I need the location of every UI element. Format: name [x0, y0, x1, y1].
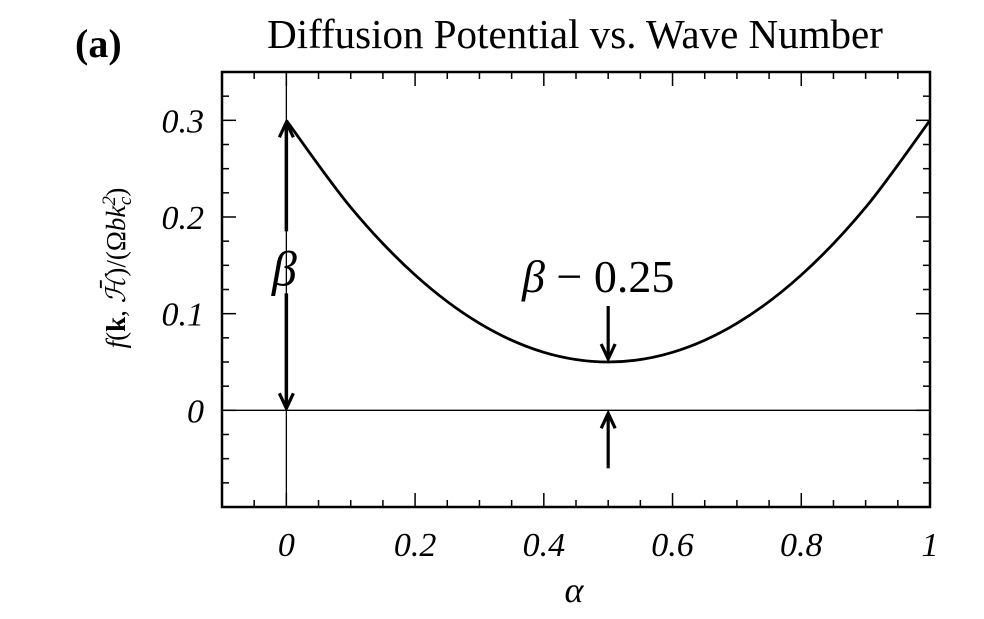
x-tick-label: 1 [922, 527, 939, 564]
annotations: β β − 0.25 [271, 118, 674, 469]
chart-title: Diffusion Potential vs. Wave Number [267, 11, 883, 57]
gap-arrow-head-down [599, 343, 617, 363]
panel-label: (a) [75, 21, 122, 66]
x-axis-label: α [565, 570, 585, 610]
x-tick-label: 0.6 [651, 527, 694, 564]
y-tick-labels: 0 0.1 0.2 0.3 [162, 103, 205, 430]
y-tick-label: 0 [187, 393, 204, 430]
y-axis-label: f(k, ℋ̄)/(Ωbk2c) [99, 188, 136, 349]
x-tick-label: 0.4 [523, 527, 566, 564]
x-tick-label: 0 [278, 527, 295, 564]
y-tick-label: 0.2 [162, 200, 205, 237]
y-tick-label: 0.1 [162, 297, 205, 334]
beta-arrow-head-up [277, 118, 295, 139]
gap-arrow-head-up [599, 409, 617, 430]
axis-ticks [221, 71, 931, 508]
x-tick-labels: 0 0.2 0.4 0.6 0.8 1 [278, 527, 939, 564]
y-tick-label: 0.3 [162, 103, 205, 140]
x-tick-label: 0.8 [780, 527, 823, 564]
beta-arrow-head-down [277, 392, 295, 413]
beta-label: β [271, 240, 297, 296]
gap-label: β − 0.25 [521, 251, 674, 302]
x-tick-label: 0.2 [394, 527, 437, 564]
